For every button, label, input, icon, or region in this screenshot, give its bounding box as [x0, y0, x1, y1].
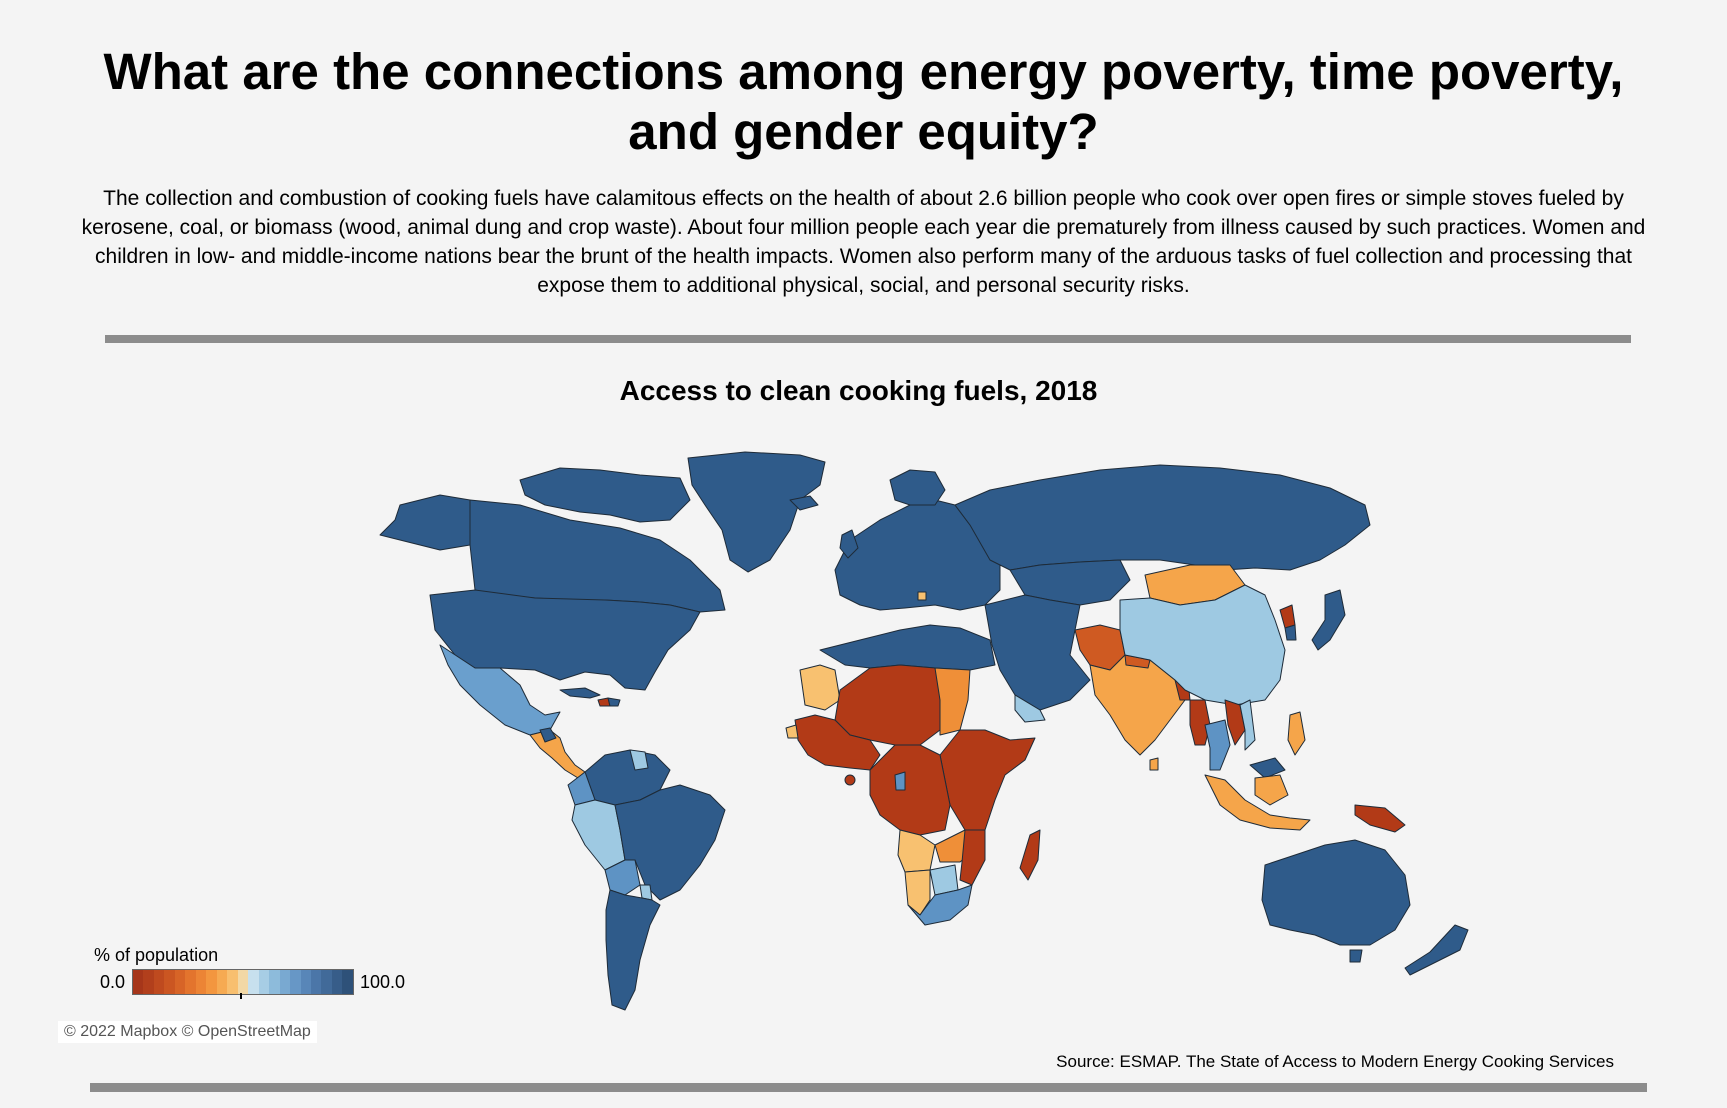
country-indonesia[interactable] [1204, 774, 1311, 831]
intro-paragraph: The collection and combustion of cooking… [81, 187, 1646, 297]
legend-swatch [164, 970, 175, 994]
bottom-divider [90, 1083, 1647, 1092]
country-russia[interactable] [954, 464, 1371, 571]
country-mauritania-mali[interactable] [799, 664, 841, 711]
legend-swatch [227, 970, 238, 994]
legend-swatch [216, 970, 228, 994]
country-mexico[interactable] [439, 644, 561, 736]
page-title: What are the connections among energy po… [103, 43, 1624, 160]
country-sao-tome[interactable] [844, 774, 856, 786]
country-north-africa[interactable] [819, 624, 996, 671]
legend-color-scale [132, 969, 354, 995]
legend-swatch [237, 970, 249, 994]
country-japan[interactable] [1311, 589, 1346, 651]
legend-swatch [133, 970, 144, 994]
country-sri-lanka[interactable] [1149, 757, 1159, 771]
legend-tick [240, 993, 242, 999]
country-malaysia[interactable] [1249, 757, 1286, 779]
legend-swatch [153, 970, 165, 994]
top-divider [105, 335, 1631, 343]
legend-swatch [143, 970, 154, 994]
legend-max-label: 100.0 [360, 972, 406, 992]
country-tasmania[interactable] [1349, 949, 1363, 963]
country-philippines[interactable] [1287, 711, 1306, 756]
country-cuba[interactable] [559, 687, 601, 699]
country-scandinavia[interactable] [889, 469, 946, 506]
legend-swatch [195, 970, 207, 994]
country-central-america[interactable] [529, 729, 586, 779]
legend-swatch [342, 970, 353, 994]
country-east-africa[interactable] [939, 729, 1036, 831]
legend-swatch [248, 970, 259, 994]
legend-min-label: 0.0 [100, 972, 126, 992]
legend-title: % of population [94, 945, 219, 965]
legend-swatch [321, 970, 332, 994]
country-angola[interactable] [897, 829, 936, 873]
country-papua-new-guinea[interactable] [1354, 804, 1406, 833]
country-sahel[interactable] [834, 664, 946, 746]
country-china[interactable] [1119, 584, 1286, 706]
country-vietnam[interactable] [1239, 699, 1256, 751]
country-dominican[interactable] [607, 697, 621, 707]
country-gabon[interactable] [894, 771, 906, 791]
country-west-africa[interactable] [794, 714, 881, 771]
country-iceland[interactable] [789, 495, 819, 511]
country-guyana[interactable] [629, 749, 649, 771]
legend-swatch [300, 970, 311, 994]
country-north-korea[interactable] [1279, 604, 1296, 629]
legend-swatch [174, 970, 186, 994]
legend-swatch [310, 970, 322, 994]
legend-swatch [331, 970, 343, 994]
country-arctic-islands[interactable] [519, 467, 691, 523]
country-mozambique[interactable] [959, 829, 986, 886]
country-central-africa[interactable] [869, 744, 951, 836]
country-argentina-chile[interactable] [605, 889, 661, 1011]
legend-swatch [279, 970, 291, 994]
country-senegal[interactable] [785, 724, 799, 739]
country-yemen[interactable] [1014, 694, 1046, 723]
map-title: Access to clean cooking fuels, 2018 [619, 375, 1098, 406]
country-greenland[interactable] [687, 451, 826, 573]
country-turkey-middle-east[interactable] [984, 594, 1091, 711]
country-myanmar[interactable] [1189, 699, 1211, 746]
country-sudan[interactable] [934, 667, 971, 736]
country-alaska[interactable] [379, 494, 476, 551]
country-laos-cambodia[interactable] [1224, 699, 1246, 746]
country-south-africa[interactable] [907, 884, 973, 926]
legend-swatch [206, 970, 217, 994]
legend-swatch [290, 970, 301, 994]
legend-swatch [185, 970, 196, 994]
country-guatemala[interactable] [539, 727, 557, 743]
country-bosnia[interactable] [917, 591, 927, 601]
map-attribution[interactable]: © 2022 Mapbox © OpenStreetMap [58, 1021, 317, 1043]
legend-swatch [258, 970, 270, 994]
legend-swatch [269, 970, 280, 994]
country-australia[interactable] [1261, 839, 1411, 946]
country-borneo[interactable] [1254, 774, 1289, 806]
country-thailand[interactable] [1204, 719, 1231, 771]
country-new-zealand[interactable] [1404, 924, 1469, 976]
country-madagascar[interactable] [1019, 829, 1041, 881]
country-south-korea[interactable] [1284, 624, 1297, 641]
source-note: Source: ESMAP. The State of Access to Mo… [1056, 1052, 1614, 1071]
country-uk[interactable] [839, 529, 859, 559]
